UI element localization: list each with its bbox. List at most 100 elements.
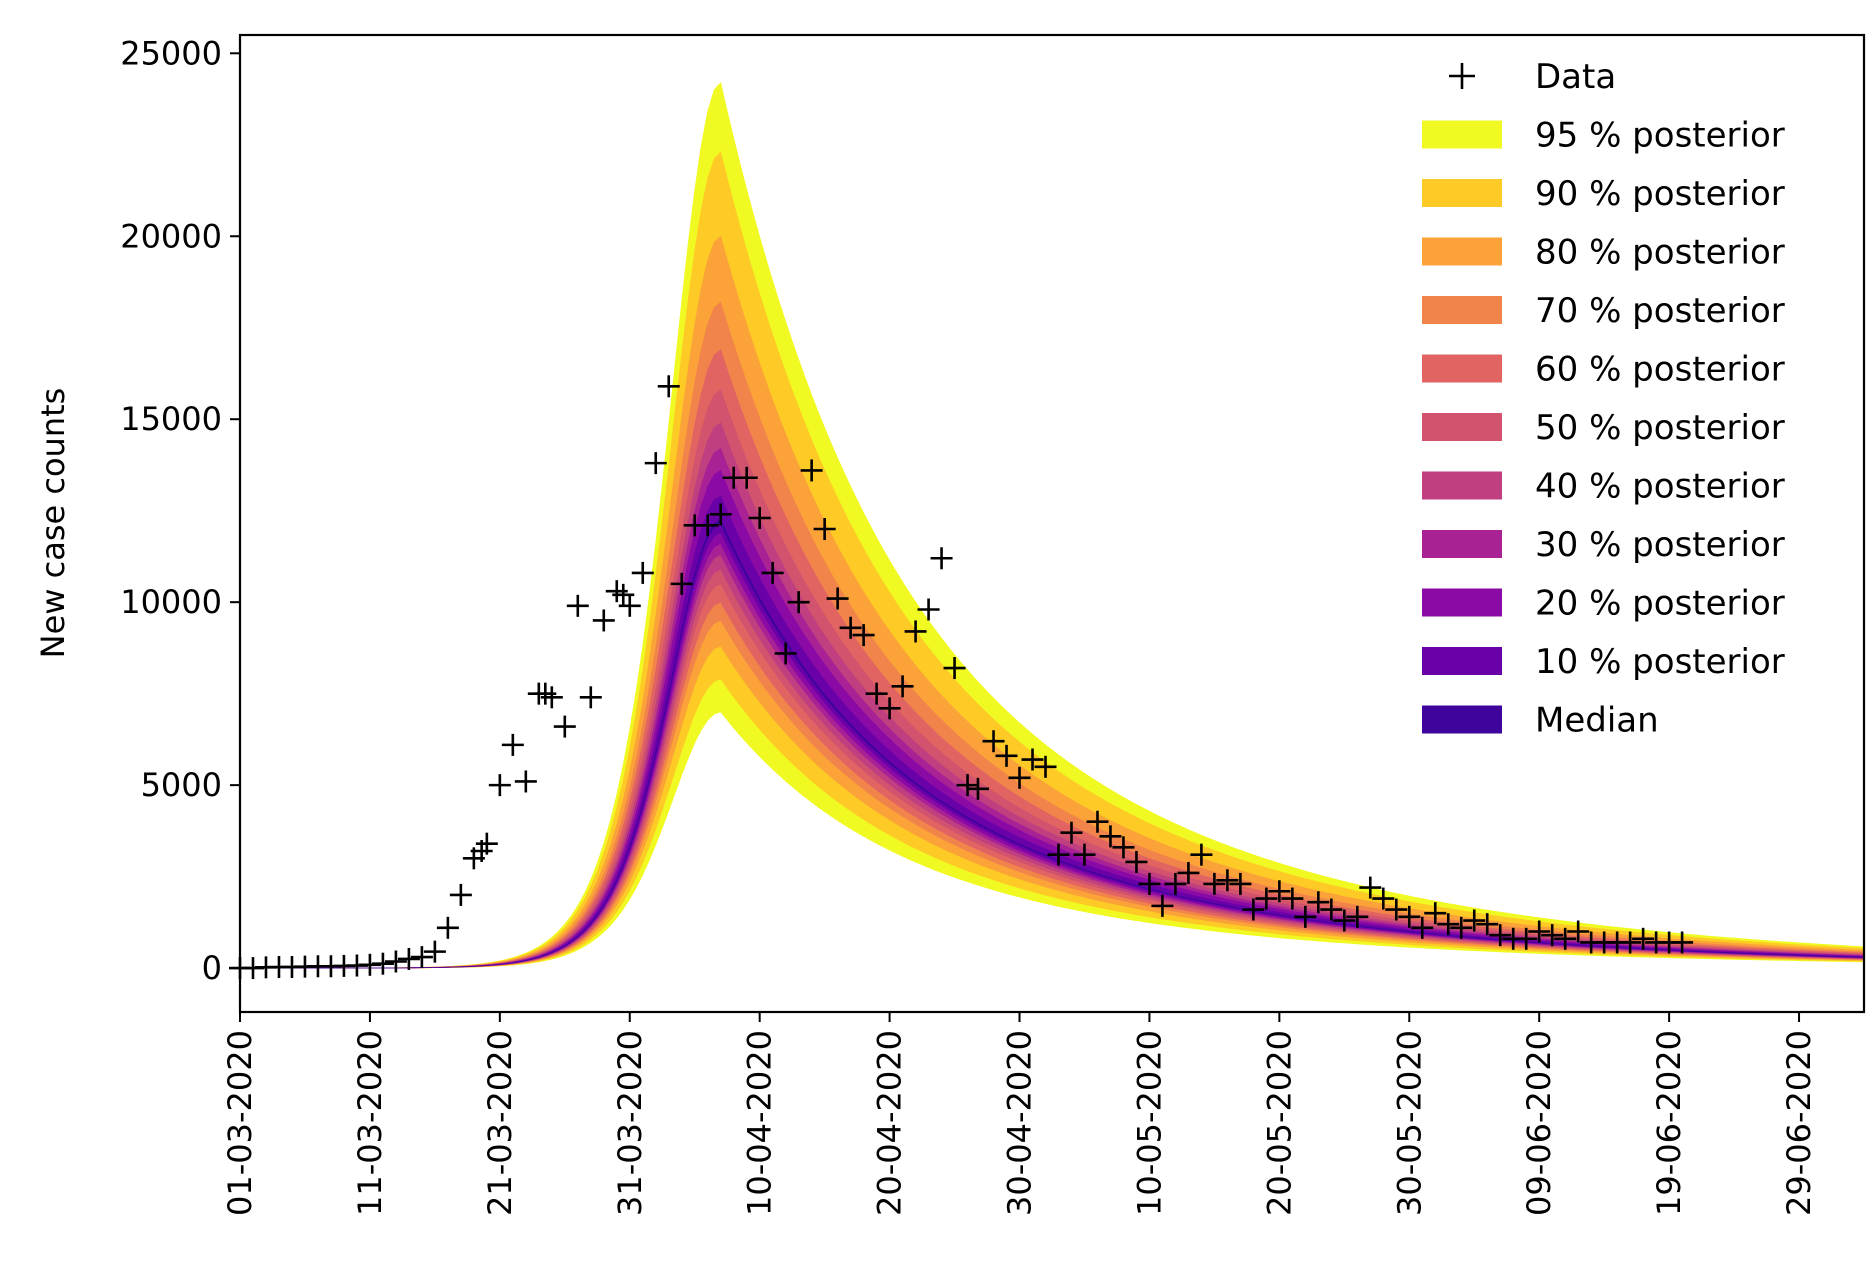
legend-label: 80 % posterior — [1535, 233, 1785, 273]
legend-label: 70 % posterior — [1535, 291, 1785, 331]
legend-label: 40 % posterior — [1535, 467, 1785, 507]
data-point — [566, 594, 589, 617]
legend-label: 50 % posterior — [1535, 408, 1785, 448]
legend-item: 90 % posterior — [1422, 174, 1785, 214]
data-point — [449, 883, 472, 906]
data-point — [1554, 927, 1577, 950]
legend-swatch — [1422, 354, 1502, 383]
legend-swatch — [1422, 647, 1502, 675]
data-point — [1671, 931, 1694, 954]
data-point — [1515, 927, 1538, 950]
data-point — [966, 777, 989, 800]
data-point — [800, 459, 823, 482]
data-point — [1619, 931, 1642, 954]
data-point — [501, 733, 524, 756]
data-point — [709, 503, 732, 526]
data-point — [982, 730, 1005, 753]
data-point — [1216, 869, 1239, 892]
data-point — [410, 946, 433, 969]
legend-item: 95 % posterior — [1422, 116, 1785, 156]
legend-swatch — [1422, 471, 1502, 500]
data-point — [904, 620, 927, 643]
data-point — [735, 466, 758, 489]
data-point — [696, 514, 719, 537]
legend-label: 30 % posterior — [1535, 525, 1785, 565]
data-point — [631, 561, 654, 584]
x-tick-label: 01-03-2020 — [221, 1030, 259, 1216]
data-point — [657, 375, 680, 398]
data-point — [917, 598, 940, 621]
legend-label: 10 % posterior — [1535, 642, 1785, 682]
legend-label: Median — [1535, 701, 1659, 741]
legend-swatch — [1422, 296, 1502, 324]
x-tick-label: 19-06-2020 — [1650, 1030, 1688, 1216]
legend-item: 50 % posterior — [1422, 408, 1785, 448]
legend-item: 10 % posterior — [1422, 642, 1785, 682]
x-tick-label: 29-06-2020 — [1780, 1030, 1818, 1216]
data-point — [488, 774, 511, 797]
data-point — [1086, 810, 1109, 833]
data-point — [423, 940, 446, 963]
x-tick-label: 11-03-2020 — [351, 1030, 389, 1216]
data-point — [852, 624, 875, 647]
data-point — [1567, 920, 1590, 943]
data-point — [1632, 927, 1655, 950]
data-point — [1333, 909, 1356, 932]
y-tick-label: 5000 — [141, 766, 222, 804]
data-point — [592, 609, 615, 632]
data-point — [371, 952, 394, 975]
axes-frame — [238, 33, 1866, 1014]
legend-swatch — [1422, 237, 1502, 266]
y-tick-label: 10000 — [120, 583, 222, 621]
data-point — [1463, 909, 1486, 932]
data-point — [1138, 872, 1161, 895]
data-point — [1125, 850, 1148, 873]
data-point — [1073, 843, 1096, 866]
data-point — [1489, 924, 1512, 947]
legend-swatch — [1422, 413, 1502, 441]
data-point — [1242, 898, 1265, 921]
data-point — [1008, 766, 1031, 789]
data-point — [1268, 880, 1291, 903]
data-point — [1424, 902, 1447, 925]
data-point — [397, 947, 420, 970]
legend-swatch — [1422, 179, 1502, 207]
data-point — [943, 657, 966, 680]
x-axis: 01-03-2020 11-03-2020 21-03-2020 31-03-2020… — [221, 1012, 1818, 1216]
x-tick-label: 30-05-2020 — [1390, 1030, 1428, 1216]
data-point — [1034, 755, 1057, 778]
data-point — [1047, 843, 1070, 866]
y-axis: 0 5000 10000 15000 20000 25000 — [120, 34, 240, 987]
x-tick-label: 10-04-2020 — [741, 1030, 779, 1216]
data-point — [1021, 748, 1044, 771]
data-point — [748, 507, 771, 530]
data-point — [514, 770, 537, 793]
x-tick-label: 31-03-2020 — [611, 1030, 649, 1216]
data-markers — [229, 375, 1694, 980]
data-point — [475, 832, 498, 855]
data-point — [1385, 898, 1408, 921]
data-point — [787, 591, 810, 614]
x-tick-label: 10-05-2020 — [1130, 1030, 1168, 1216]
y-tick-label: 15000 — [120, 400, 222, 438]
data-point — [644, 452, 667, 475]
data-point — [1203, 872, 1226, 895]
data-point — [579, 686, 602, 709]
legend-item: Median — [1422, 701, 1659, 741]
x-tick-label: 30-04-2020 — [1001, 1030, 1039, 1216]
data-point — [1411, 916, 1434, 939]
legend-item-data: Data — [1449, 57, 1616, 97]
data-point — [1099, 825, 1122, 848]
data-point — [1190, 843, 1213, 866]
data-point — [1450, 916, 1473, 939]
posterior-bands — [240, 81, 1865, 969]
data-point — [1060, 821, 1083, 844]
data-point — [1177, 861, 1200, 884]
legend-label: Data — [1535, 57, 1616, 97]
data-point — [384, 950, 407, 973]
data-point — [878, 697, 901, 720]
data-point — [1164, 872, 1187, 895]
legend-label: 20 % posterior — [1535, 584, 1785, 624]
data-point — [930, 547, 953, 570]
data-point — [1528, 920, 1551, 943]
